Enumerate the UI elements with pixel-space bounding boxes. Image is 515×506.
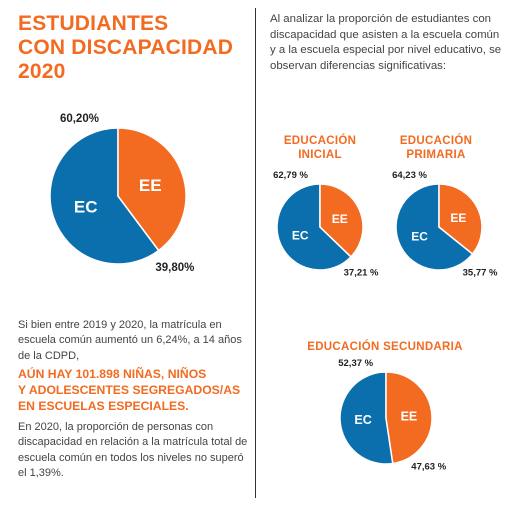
highlight-line-1: AÚN HAY 101.898 NIÑAS, NIÑOS [18, 367, 207, 381]
pct-label-ec: 62,79 % [273, 170, 308, 181]
pie-slice-ec [49, 127, 160, 265]
pie-label-ee: EE [401, 410, 418, 424]
pie-heading-inicial: EDUCACIÓN INICIAL [283, 135, 357, 161]
page-title: ESTUDIANTES CON DISCAPACIDAD 2020 [18, 12, 248, 84]
pie-slice-ec [339, 371, 394, 465]
pie-label-ec: EC [411, 229, 428, 243]
pie-chart-inicial: EC EE 62,79 % 37,21 % [273, 170, 379, 279]
highlight-line-3: EN ESCUELAS ESPECIALES. [18, 399, 189, 413]
pie-chart-primaria: EC EE 64,23 % 35,77 % [392, 170, 498, 279]
intro-text: Al analizar la proporción de estudiantes… [270, 13, 502, 72]
pie-label-ee: EE [450, 211, 466, 225]
pie-label-ec: EC [292, 229, 309, 243]
pie-slice-ee [117, 127, 187, 252]
pie-slice-ee [385, 371, 433, 465]
pct-label-ec: 64,23 % [392, 170, 427, 181]
pie-label-ee: EE [139, 176, 162, 195]
pie-slice-ee [319, 183, 364, 258]
pie-slice-ec [276, 183, 353, 271]
title-line-2: CON DISCAPACIDAD [18, 36, 234, 59]
pct-label-ee: 37,21 % [344, 268, 379, 279]
pct-label-ee: 39,80% [155, 262, 194, 274]
column-divider [255, 8, 256, 498]
highlight-line-2: Y ADOLESCENTES SEGREGADOS/AS [18, 383, 241, 397]
pie-slice-ee [438, 183, 483, 255]
pie-label-ec: EC [74, 198, 98, 217]
title-line-3: 2020 [18, 60, 66, 83]
pie-heading-secundaria: EDUCACIÓN SECUNDARIA [307, 341, 463, 353]
pie-chart-secundaria: EC EE 52,37 % 47,63 % [338, 358, 446, 473]
pie-chart-total: EC EE 60,20% 39,80% [49, 113, 194, 274]
pie-label-ec: EC [354, 413, 371, 427]
paragraph-matricula: Si bien entre 2019 y 2020, la matrícula … [18, 319, 242, 362]
paragraph-proporcion: En 2020, la proporción de personas con d… [18, 421, 248, 480]
pie-heading-primaria: EDUCACIÓN PRIMARIA [399, 135, 473, 161]
pie-slice-ec [395, 183, 474, 271]
pie-label-ee: EE [332, 212, 348, 226]
title-line-1: ESTUDIANTES [18, 12, 169, 35]
pct-label-ee: 47,63 % [411, 462, 446, 473]
highlight-statement: AÚN HAY 101.898 NIÑAS, NIÑOS Y ADOLESCEN… [18, 366, 250, 414]
pct-label-ee: 35,77 % [463, 268, 498, 279]
pct-label-ec: 60,20% [60, 113, 99, 125]
pct-label-ec: 52,37 % [338, 358, 373, 369]
